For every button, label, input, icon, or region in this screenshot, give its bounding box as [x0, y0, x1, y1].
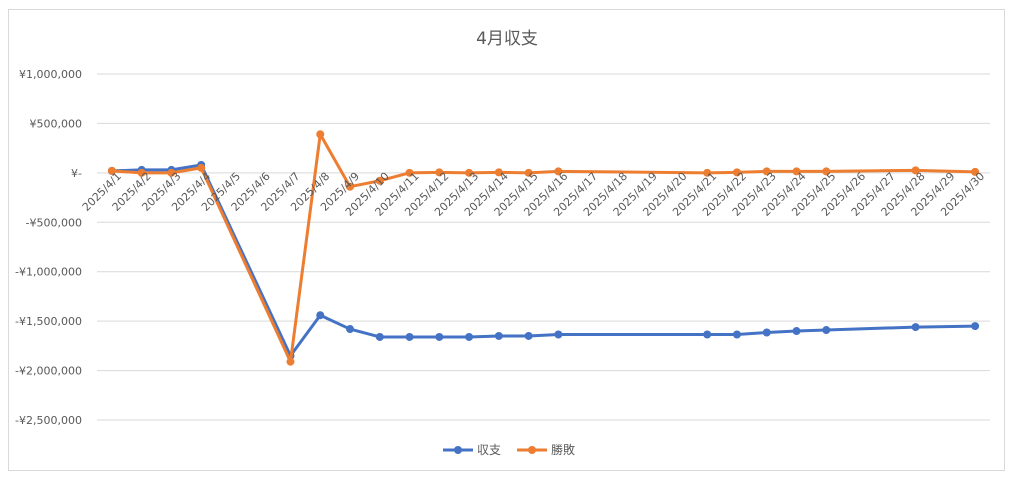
data-point — [465, 332, 474, 341]
data-point — [316, 311, 325, 320]
x-axis-tick-labels: 2025/4/12025/4/22025/4/32025/4/42025/4/5… — [80, 170, 987, 219]
legend-label: 収支 — [477, 443, 501, 457]
gridlines — [97, 73, 990, 421]
data-point — [732, 330, 741, 339]
y-tick-label: ¥500,000 — [30, 117, 83, 130]
data-point — [792, 327, 801, 336]
data-point — [524, 331, 533, 340]
data-point — [316, 130, 325, 139]
data-point — [554, 167, 563, 176]
legend-label: 勝敗 — [551, 442, 575, 457]
chart-frame — [8, 9, 1005, 471]
data-point — [137, 168, 146, 177]
data-point — [465, 168, 474, 177]
data-point — [197, 163, 206, 172]
data-point — [494, 168, 503, 177]
data-point — [911, 323, 920, 332]
data-point — [375, 332, 384, 341]
legend-marker — [454, 446, 462, 454]
y-tick-label: ¥- — [71, 167, 82, 180]
data-point — [822, 167, 831, 176]
data-point — [732, 168, 741, 177]
data-point — [346, 325, 355, 334]
data-point — [971, 322, 980, 331]
y-axis-tick-labels: ¥1,000,000 ¥500,000 ¥- -¥500,000 -¥1,000,000… — [15, 68, 82, 427]
data-point — [405, 332, 414, 341]
series-lines — [107, 130, 980, 366]
data-point — [554, 330, 563, 339]
data-point — [822, 326, 831, 335]
y-tick-label: ¥1,000,000 — [19, 68, 82, 81]
data-point — [286, 357, 295, 366]
data-point — [703, 168, 712, 177]
data-point — [405, 168, 414, 177]
data-point — [762, 167, 771, 176]
data-point — [435, 332, 444, 341]
data-point — [494, 331, 503, 340]
data-point — [346, 182, 355, 191]
chart-title: 4月収支 — [476, 29, 538, 49]
legend: 収支 勝敗 — [443, 442, 575, 457]
y-tick-label: -¥2,500,000 — [15, 414, 82, 427]
legend-marker — [528, 446, 536, 454]
data-point — [167, 168, 176, 177]
y-tick-label: -¥1,500,000 — [15, 315, 82, 328]
y-tick-label: -¥1,000,000 — [15, 266, 82, 279]
data-point — [762, 328, 771, 337]
y-tick-label: -¥2,000,000 — [15, 365, 82, 378]
y-tick-label: -¥500,000 — [26, 216, 82, 229]
data-point — [107, 166, 116, 175]
data-point — [435, 168, 444, 177]
data-point — [703, 330, 712, 339]
data-point — [375, 176, 384, 185]
data-point — [792, 167, 801, 176]
data-point — [911, 166, 920, 175]
data-point — [971, 167, 980, 176]
data-point — [524, 168, 533, 177]
